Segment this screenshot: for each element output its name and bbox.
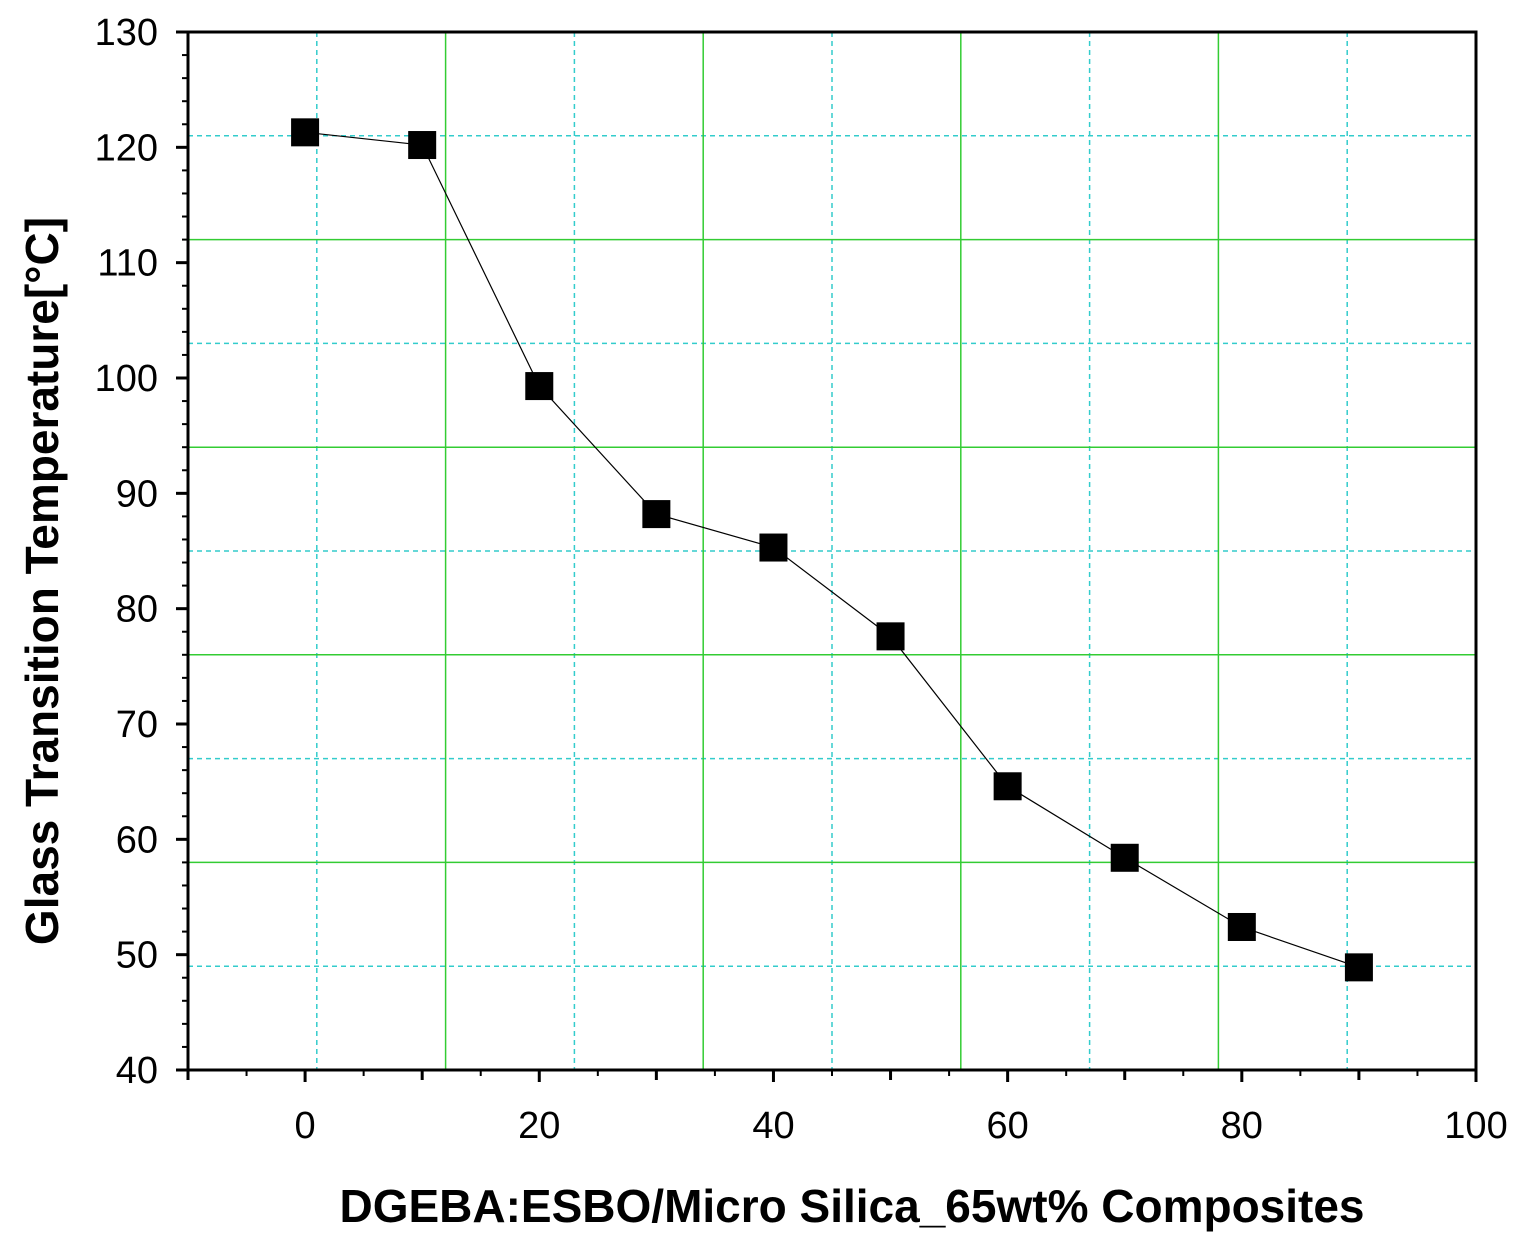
y-tick-label: 110 (97, 243, 158, 285)
data-point-marker (408, 131, 437, 160)
data-point-marker (759, 533, 788, 562)
data-point-marker (1344, 953, 1373, 982)
y-axis-title: Glass Transition Temperature[°C] (16, 217, 68, 945)
y-tick-label: 70 (116, 704, 158, 746)
data-point-marker (993, 772, 1022, 801)
y-tick-label: 60 (116, 819, 158, 861)
tick-labels: 0 20 40 60 80 100 40 50 60 70 80 90 100 110 120 130 (95, 12, 1508, 1147)
y-tick-label: 40 (116, 1050, 158, 1092)
data-point-marker (291, 118, 320, 147)
y-tick-label: 50 (116, 935, 158, 977)
plot-area-frame (186, 30, 1478, 1072)
series-line (305, 131, 1360, 968)
data-point-marker (876, 622, 905, 651)
grid-lines (188, 32, 1476, 1070)
data-point-marker (1227, 912, 1256, 941)
y-tick-label: 80 (116, 589, 158, 631)
x-tick-label: 80 (1221, 1105, 1263, 1147)
x-tick-label: 20 (518, 1105, 560, 1147)
data-point-marker (525, 372, 554, 401)
data-series (291, 118, 1373, 982)
y-tick-label: 120 (95, 127, 158, 169)
x-tick-label: 60 (986, 1105, 1028, 1147)
x-tick-label: 40 (752, 1105, 794, 1147)
x-tick-label: 0 (295, 1105, 316, 1147)
axis-ticks (176, 30, 1478, 1082)
x-tick-label: 100 (1444, 1105, 1507, 1147)
data-point-marker (642, 500, 671, 529)
data-point-marker (1110, 843, 1139, 872)
y-tick-label: 130 (95, 12, 158, 54)
y-tick-label: 100 (95, 358, 158, 400)
y-tick-label: 90 (116, 473, 158, 515)
x-axis-title: DGEBA:ESBO/Micro Silica_65wt% Composites (339, 1180, 1364, 1232)
